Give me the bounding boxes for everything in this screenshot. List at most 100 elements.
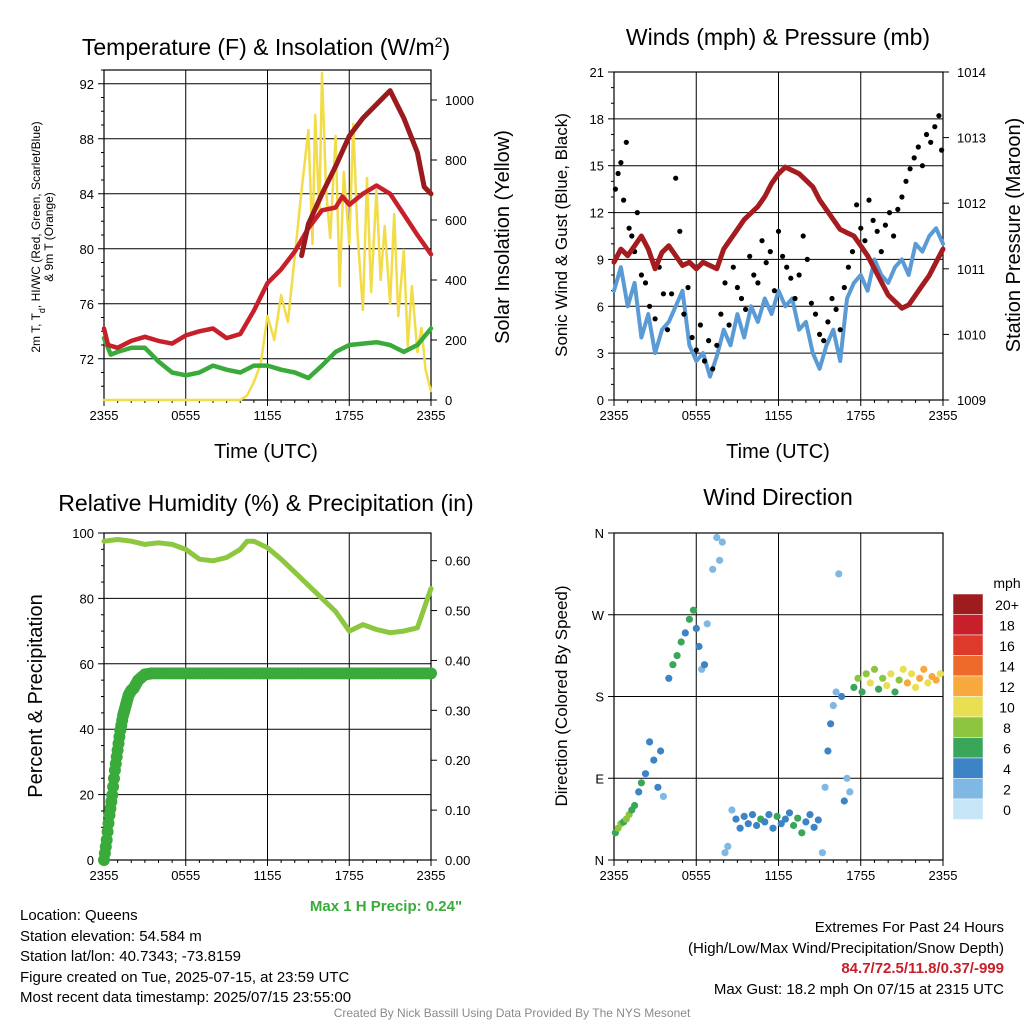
direction-point bbox=[700, 661, 709, 669]
direction-point bbox=[773, 812, 781, 821]
gust-point bbox=[664, 327, 671, 333]
extremes-info: Extremes For Past 24 Hours (High/Low/Max… bbox=[688, 918, 1004, 1000]
gust-point bbox=[726, 322, 732, 328]
gust-point bbox=[792, 295, 798, 302]
direction-point bbox=[669, 661, 677, 669]
gust-point bbox=[710, 366, 716, 372]
direction-point bbox=[748, 811, 757, 819]
y-tick-label-left: 80 bbox=[80, 242, 94, 257]
direction-point bbox=[695, 642, 703, 651]
y-tick-label-right: 600 bbox=[445, 213, 467, 228]
y-tick-label-right: 1009 bbox=[957, 393, 986, 408]
direction-point bbox=[657, 747, 665, 755]
elevation-text: Station elevation: 54.584 m bbox=[20, 927, 202, 945]
gust-point bbox=[771, 288, 778, 294]
direction-point bbox=[790, 821, 798, 830]
y-tick-label-left: 9 bbox=[597, 252, 604, 267]
wind-plot: 2355 0555 1155 1755 235503691215182110091010… bbox=[590, 65, 986, 423]
direction-point bbox=[665, 674, 673, 682]
legend-label: 16 bbox=[999, 638, 1015, 654]
direction-point bbox=[785, 809, 794, 817]
svg-text:2m T, Td, HI/WC (Red, Green, S: 2m T, Td, HI/WC (Red, Green, Scarlet/Blu… bbox=[29, 121, 47, 352]
gust-point bbox=[854, 202, 860, 208]
y-tick-label-left: 3 bbox=[597, 346, 604, 361]
direction-point bbox=[895, 676, 903, 684]
x-tick-label: 1755 bbox=[846, 868, 875, 883]
extremes-subtitle: (High/Low/Max Wind/Precipitation/Snow De… bbox=[688, 939, 1004, 957]
y-tick-label-left: 40 bbox=[80, 722, 94, 737]
direction-point bbox=[681, 629, 689, 637]
y-tick-label-left: 0 bbox=[597, 393, 604, 408]
y-tick-label-left: W bbox=[592, 608, 605, 623]
legend-label: 10 bbox=[999, 700, 1015, 716]
direction-point bbox=[765, 811, 773, 819]
humidity-plot: 2355 0555 1155 1755 23550204060801000.000.10… bbox=[72, 526, 470, 883]
direction-point bbox=[724, 842, 732, 851]
gust-point bbox=[615, 170, 621, 177]
gust-point bbox=[652, 316, 658, 322]
direction-title: Wind Direction bbox=[703, 484, 853, 510]
y-tick-label-left: N bbox=[595, 526, 604, 541]
direction-point bbox=[912, 683, 920, 692]
direction-point bbox=[736, 824, 744, 832]
direction-point bbox=[870, 665, 879, 673]
x-tick-label: 0555 bbox=[682, 868, 711, 883]
max-gust-text: Max Gust: 18.2 mph On 07/15 at 2315 UTC bbox=[713, 980, 1004, 998]
direction-point bbox=[798, 829, 806, 837]
direction-point bbox=[875, 685, 883, 693]
x-tick-label: 1155 bbox=[254, 408, 282, 423]
y-tick-label-left: 84 bbox=[80, 187, 94, 202]
latlon-text: Station lat/lon: 40.7343; -73.8159 bbox=[20, 948, 242, 965]
gust-point bbox=[923, 131, 930, 138]
y-tick-label-left: 80 bbox=[80, 591, 94, 606]
extremes-title: Extremes For Past 24 Hours bbox=[814, 919, 1004, 936]
precip-point bbox=[425, 667, 437, 680]
gust-point bbox=[833, 306, 839, 312]
y-tick-label-right: 0.10 bbox=[445, 803, 470, 818]
direction-point bbox=[854, 674, 862, 682]
gust-point bbox=[722, 280, 728, 286]
direction-point bbox=[777, 820, 785, 828]
station-info: Location: Queens Station elevation: 54.5… bbox=[20, 906, 351, 1009]
gust-point bbox=[800, 233, 806, 239]
legend-swatch bbox=[952, 778, 984, 800]
wind-ylabel-left: Sonic Wind & Gust (Blue, Black) bbox=[552, 113, 571, 357]
gust-point bbox=[780, 253, 786, 259]
gust-point bbox=[928, 139, 934, 145]
direction-point bbox=[924, 679, 932, 687]
gust-point bbox=[759, 238, 765, 244]
x-tick-label: 1155 bbox=[254, 868, 282, 883]
gust-point bbox=[870, 217, 876, 223]
x-tick-label: 2355 bbox=[929, 868, 958, 883]
gust-point bbox=[701, 358, 708, 364]
gust-point bbox=[767, 249, 773, 255]
y-tick-label-right: 0.30 bbox=[445, 703, 470, 718]
x-tick-label: 1155 bbox=[765, 868, 793, 883]
series-temperature bbox=[101, 183, 434, 351]
gust-point bbox=[706, 338, 712, 344]
gust-point bbox=[629, 233, 635, 239]
direction-point bbox=[936, 670, 944, 678]
plot-frame bbox=[103, 69, 432, 401]
direction-point bbox=[903, 679, 912, 687]
direction-point bbox=[810, 823, 818, 831]
svg-text:& 9m T (Orange): & 9m T (Orange) bbox=[42, 192, 56, 282]
plot-frame bbox=[613, 532, 944, 861]
recent-text: Most recent data timestamp: 2025/07/15 2… bbox=[20, 989, 352, 1006]
direction-point bbox=[824, 747, 832, 755]
series-humidity bbox=[101, 537, 434, 636]
gust-point bbox=[911, 155, 917, 161]
direction-point bbox=[713, 533, 721, 542]
legend-swatch bbox=[952, 757, 984, 779]
direction-point bbox=[769, 824, 777, 832]
legend-swatch bbox=[952, 655, 984, 677]
direction-point bbox=[753, 821, 761, 830]
gust-point bbox=[621, 197, 627, 203]
direction-point bbox=[716, 556, 724, 564]
direction-point bbox=[740, 812, 748, 821]
gust-point bbox=[821, 338, 827, 344]
y-tick-label-right: 0.20 bbox=[445, 753, 470, 768]
gust-point bbox=[796, 272, 802, 278]
series-heat-index bbox=[299, 88, 434, 259]
